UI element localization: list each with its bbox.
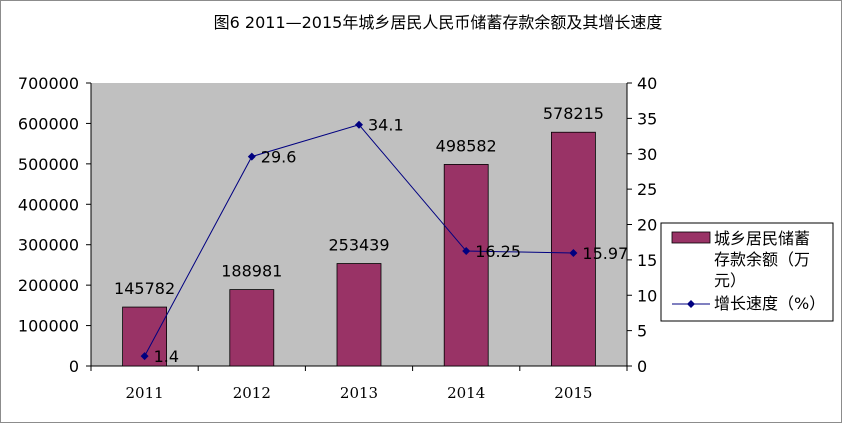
bar-data-labels: 145782 188981 253439 498582 578215 (114, 104, 604, 298)
right-tick-label: 20 (637, 216, 657, 235)
right-tick-label: 35 (637, 109, 657, 128)
line-point (247, 152, 256, 161)
bar-value-label: 578215 (543, 104, 604, 123)
legend-bar-label-line1: 城乡居民储蓄 (714, 229, 810, 248)
legend-bar-swatch (671, 231, 711, 244)
legend-bar-label-line2: 存款余额（万 (714, 250, 810, 269)
left-tick-label: 700000 (18, 74, 79, 93)
left-tick-label: 200000 (18, 276, 79, 295)
right-axis: 0 5 10 15 20 25 30 35 40 (626, 74, 657, 376)
line-series (140, 120, 578, 361)
right-tick-label: 5 (637, 322, 647, 341)
legend-line-label: 增长速度（%） (714, 294, 825, 313)
left-tick-label: 300000 (18, 236, 79, 255)
bar-value-label: 188981 (221, 262, 282, 281)
bar-value-label: 498582 (436, 136, 497, 155)
bar-value-label: 253439 (328, 236, 389, 255)
x-tick-label: 2014 (447, 384, 485, 402)
right-tick-label: 25 (637, 180, 657, 199)
left-tick-label: 500000 (18, 155, 79, 174)
right-tick-label: 10 (637, 286, 657, 305)
line-data-labels: 1.4 29.6 34.1 16.25 15.97 (154, 116, 629, 366)
bar-series (122, 131, 596, 367)
bar-value-label: 145782 (114, 279, 175, 298)
line-value-label: 1.4 (154, 347, 179, 366)
line-value-label: 34.1 (368, 116, 404, 135)
bar (229, 289, 275, 367)
x-tick-label: 2015 (554, 384, 592, 402)
legend-line-marker (687, 300, 695, 308)
line-value-label: 29.6 (261, 148, 297, 167)
left-tick-label: 100000 (18, 317, 79, 336)
line-point (569, 249, 578, 258)
right-tick-label: 30 (637, 145, 657, 164)
line-value-label: 16.25 (475, 242, 521, 261)
x-tick-label: 2013 (340, 384, 378, 402)
x-tick-label: 2012 (233, 384, 271, 402)
line-point (355, 120, 363, 129)
legend: 城乡居民储蓄 存款余额（万 元） 增长速度（%） (660, 222, 834, 322)
line-point (140, 352, 149, 361)
line-point (462, 247, 471, 256)
right-tick-label: 15 (637, 251, 657, 270)
left-tick-label: 0 (69, 357, 79, 376)
left-axis: 0 100000 200000 300000 400000 500000 600000 700… (18, 74, 92, 376)
x-tick-label: 2011 (126, 384, 164, 402)
line-value-label: 15.97 (582, 244, 628, 263)
right-tick-label: 40 (637, 74, 657, 93)
bar (336, 263, 382, 367)
bar (443, 164, 489, 367)
left-tick-label: 400000 (18, 195, 79, 214)
legend-bar-label-line3: 元） (714, 271, 746, 290)
right-tick-label: 0 (637, 357, 647, 376)
x-axis: 2011 2012 2013 2014 2015 (90, 365, 628, 402)
chart-title: 图6 2011—2015年城乡居民人民币储蓄存款余额及其增长速度 (214, 13, 663, 32)
left-tick-label: 600000 (18, 114, 79, 133)
